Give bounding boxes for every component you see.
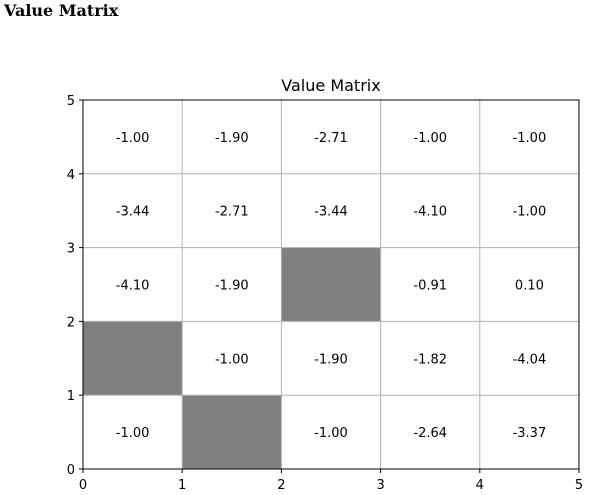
x-tick-label: 3 [376,478,384,493]
cell-value-label: -3.37 [513,426,547,441]
x-tick-label: 5 [575,478,583,493]
y-tick-label: 5 [67,94,75,109]
y-tick-label: 2 [67,315,75,330]
cell-value-label: -4.04 [513,352,547,367]
blocked-cell [182,395,281,469]
cell-value-label: -2.71 [314,131,348,146]
cell-value-label: -1.00 [413,131,447,146]
cell-value-label: -0.91 [413,279,447,294]
x-tick-label: 1 [178,478,186,493]
cell-value-label: -1.00 [215,352,249,367]
cell-value-label: 0.10 [515,279,544,294]
y-tick-label: 3 [67,242,75,257]
chart-title: Value Matrix [281,76,380,95]
cell-value-label: -1.90 [215,131,249,146]
cell-value-label: -3.44 [116,205,150,220]
cell-value-label: -3.44 [314,205,348,220]
x-tick-label: 2 [277,478,285,493]
cell-value-label: -2.64 [413,426,447,441]
blocked-cell [83,321,182,395]
cell-value-label: -1.90 [314,352,348,367]
cells-layer [83,100,579,469]
cell-value-label: -1.00 [116,426,150,441]
y-tick-label: 1 [67,389,75,404]
blocked-cell [281,248,380,322]
y-tick-label: 0 [67,463,75,478]
cell-value-label: -1.00 [513,205,547,220]
cell-value-label: -1.00 [116,131,150,146]
y-tick-label: 4 [67,168,75,183]
x-tick-label: 0 [79,478,87,493]
cell-value-label: -1.00 [513,131,547,146]
cell-value-label: -1.90 [215,279,249,294]
cell-value-label: -1.82 [413,352,447,367]
cell-value-label: -4.10 [116,279,150,294]
cell-value-label: -2.71 [215,205,249,220]
cell-value-label: -4.10 [413,205,447,220]
x-tick-label: 4 [476,478,484,493]
cell-value-label: -1.00 [314,426,348,441]
